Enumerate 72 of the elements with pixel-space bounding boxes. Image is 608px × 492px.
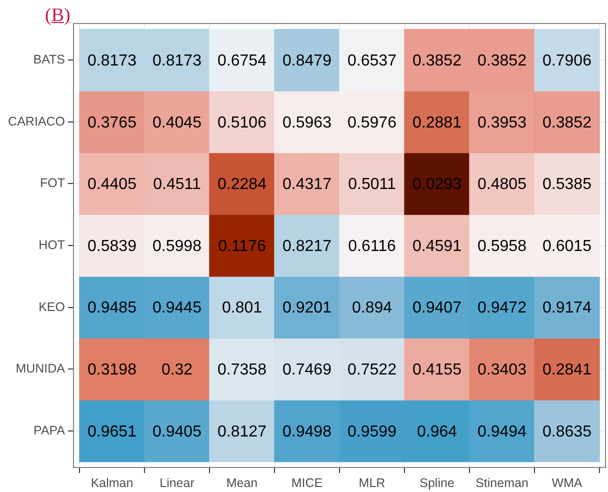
data-label: 0.4591 bbox=[412, 238, 462, 255]
y-tick-label: FOT bbox=[40, 176, 66, 190]
data-label: 0.6537 bbox=[348, 52, 397, 70]
data-label: 0.4805 bbox=[478, 176, 527, 194]
y-tick-label: MUNIDA bbox=[16, 362, 66, 376]
data-label: 0.9472 bbox=[478, 300, 527, 317]
data-label: 0.801 bbox=[222, 300, 262, 317]
data-label: 0.5839 bbox=[88, 238, 137, 255]
data-label: 0.8217 bbox=[282, 238, 332, 255]
data-label: 0.9407 bbox=[412, 300, 462, 317]
data-label: 0.9599 bbox=[348, 423, 397, 440]
data-label: 0.2881 bbox=[412, 114, 462, 132]
x-tick-label: MLR bbox=[358, 476, 386, 490]
data-label: 0.5958 bbox=[478, 238, 527, 255]
data-label: 0.9498 bbox=[282, 423, 332, 440]
data-label: 0.7469 bbox=[282, 362, 332, 379]
data-label: 0.9651 bbox=[88, 423, 137, 440]
data-label: 0.8173 bbox=[88, 52, 137, 70]
data-label: 0.894 bbox=[352, 300, 392, 317]
data-label: 0.2841 bbox=[542, 362, 592, 379]
x-tick-label: Kalman bbox=[90, 476, 134, 490]
data-label: 0.4405 bbox=[88, 176, 137, 194]
data-label: 0.9494 bbox=[478, 423, 527, 440]
y-tick-label: CARIACO bbox=[8, 114, 66, 128]
x-tick-label: Linear bbox=[160, 476, 194, 490]
x-tick-label: MICE bbox=[291, 476, 323, 490]
x-tick-label: Mean bbox=[226, 476, 258, 490]
data-label: 0.5106 bbox=[218, 114, 267, 132]
data-label: 0.1176 bbox=[218, 238, 266, 255]
chart-title: (B) bbox=[45, 5, 70, 26]
data-label: 0.9445 bbox=[152, 300, 202, 317]
data-label: 0.8127 bbox=[218, 423, 267, 440]
data-label: 0.9485 bbox=[88, 300, 137, 317]
data-label: 0.4155 bbox=[412, 362, 462, 379]
data-label: 0.3198 bbox=[88, 362, 137, 379]
x-tick-label: Spline bbox=[420, 476, 454, 490]
data-label: 0.3852 bbox=[478, 52, 527, 70]
data-label: 0.3852 bbox=[542, 114, 592, 132]
data-label: 0.4317 bbox=[282, 176, 332, 194]
data-label: 0.6015 bbox=[542, 238, 592, 255]
data-label: 0.3852 bbox=[412, 52, 462, 70]
data-label: 0.5011 bbox=[348, 176, 396, 194]
data-label: 0.964 bbox=[416, 423, 458, 440]
data-label: 0.5998 bbox=[152, 238, 202, 255]
data-label: 0.7522 bbox=[348, 362, 397, 379]
data-label: 0.5976 bbox=[348, 114, 397, 132]
data-label: 0.7358 bbox=[218, 362, 267, 379]
data-label: 0.6116 bbox=[348, 238, 396, 255]
data-label: 0.4511 bbox=[153, 176, 201, 194]
data-label: 0.0293 bbox=[412, 176, 462, 194]
data-label: 0.7906 bbox=[542, 52, 592, 70]
y-tick-label: BATS bbox=[33, 52, 65, 67]
data-label: 0.3953 bbox=[478, 114, 527, 132]
data-label: 0.3765 bbox=[88, 114, 137, 132]
x-tick-label: WMA bbox=[552, 476, 583, 490]
data-label: 0.8173 bbox=[152, 52, 202, 70]
data-label: 0.9201 bbox=[282, 300, 332, 317]
data-label: 0.32 bbox=[161, 362, 193, 379]
data-label: 0.9174 bbox=[542, 300, 592, 317]
data-label: 0.2284 bbox=[218, 176, 267, 194]
y-tick-label: KEO bbox=[38, 300, 66, 314]
data-label: 0.5963 bbox=[282, 114, 332, 132]
data-label: 0.5385 bbox=[542, 176, 592, 194]
data-label: 0.8479 bbox=[282, 52, 332, 70]
y-tick-label: PAPA bbox=[34, 423, 66, 438]
data-label: 0.6754 bbox=[218, 52, 267, 70]
data-label: 0.8635 bbox=[542, 423, 592, 440]
data-label: 0.4045 bbox=[152, 114, 202, 132]
x-tick-label: Stineman bbox=[476, 476, 528, 490]
data-label: 0.9405 bbox=[152, 423, 202, 440]
y-tick-label: HOT bbox=[38, 238, 66, 252]
data-label: 0.3403 bbox=[478, 362, 527, 379]
